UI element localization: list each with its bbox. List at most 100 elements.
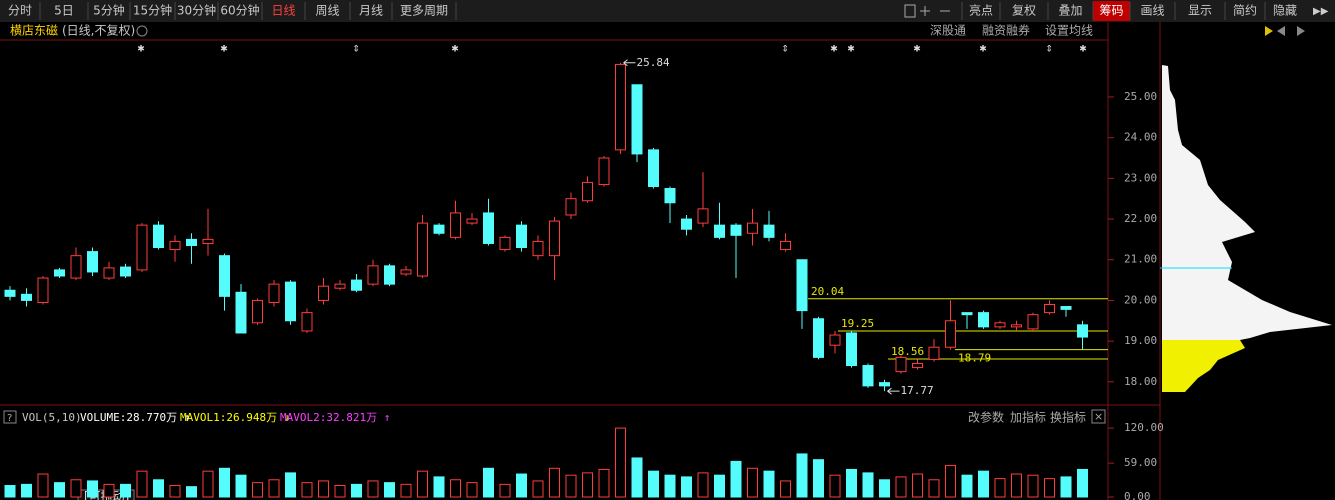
event-marker: ✱ bbox=[220, 45, 228, 55]
indicator-button[interactable]: 加指标 bbox=[1010, 410, 1046, 425]
event-marker: ✱ bbox=[830, 45, 838, 55]
volume-bar bbox=[829, 474, 841, 498]
toolbar-button[interactable]: 5分钟 bbox=[93, 3, 125, 18]
volume-bar bbox=[598, 468, 610, 498]
toolbar-button[interactable]: 15分钟 bbox=[133, 3, 172, 18]
candle-body bbox=[285, 281, 296, 322]
candle-body bbox=[664, 188, 676, 204]
indicator-button[interactable]: 改参数 bbox=[968, 410, 1004, 425]
event-marker: ⇕ bbox=[352, 45, 360, 55]
candle-body bbox=[681, 218, 692, 230]
level-label: 18.79 bbox=[958, 352, 991, 365]
candle-body bbox=[202, 238, 214, 244]
volume-bar bbox=[961, 474, 973, 498]
candle-body bbox=[4, 289, 16, 297]
toolbar-icon[interactable]: ▶▶ bbox=[1313, 6, 1329, 17]
candle-body bbox=[301, 312, 313, 332]
info-tag[interactable]: 设置均线 bbox=[1045, 24, 1093, 38]
candle-body bbox=[169, 240, 181, 251]
volume-bar bbox=[532, 480, 544, 498]
settings-icon[interactable] bbox=[136, 25, 148, 37]
candle-body bbox=[268, 283, 280, 303]
info-tag[interactable]: 深股通 bbox=[930, 24, 966, 38]
candle-body bbox=[582, 181, 593, 202]
toolbar-button[interactable]: 日线 bbox=[271, 4, 295, 18]
event-marker: ✱ bbox=[451, 45, 459, 55]
candle-body bbox=[87, 251, 98, 273]
volume-bar bbox=[796, 453, 808, 498]
volume-bar bbox=[928, 479, 940, 498]
toolbar-button[interactable]: 复权 bbox=[1012, 4, 1036, 18]
candle-body bbox=[37, 277, 49, 303]
candle-body bbox=[846, 332, 857, 367]
extreme-label: 25.84 bbox=[637, 56, 670, 69]
volume-bar bbox=[1077, 468, 1088, 498]
toolbar-button[interactable]: 月线 bbox=[359, 4, 383, 18]
mavol1-text: MAVOL1:26.948万 ↓ bbox=[180, 411, 290, 424]
candle-body bbox=[334, 283, 346, 289]
candle-body bbox=[565, 198, 577, 216]
chip-profile-low bbox=[1162, 340, 1245, 392]
candle-body bbox=[400, 269, 412, 275]
volume-bar bbox=[417, 470, 428, 498]
toolbar-button[interactable]: 分时 bbox=[8, 4, 32, 18]
indicator-button[interactable]: 换指标 bbox=[1050, 410, 1086, 425]
panel-icon[interactable] bbox=[1265, 26, 1273, 36]
volume-bar bbox=[681, 476, 692, 498]
candle-body bbox=[433, 224, 445, 234]
toolbar-button[interactable]: 显示 bbox=[1188, 4, 1212, 18]
candle-body bbox=[235, 291, 247, 334]
info-tag[interactable]: 融资融券 bbox=[982, 23, 1030, 38]
candle-body bbox=[763, 224, 775, 238]
toolbar-button[interactable]: 周线 bbox=[315, 4, 339, 18]
candle-body bbox=[730, 224, 742, 236]
toolbar-button[interactable]: 隐藏 bbox=[1273, 4, 1297, 18]
volume-bar bbox=[912, 473, 923, 498]
help-icon[interactable] bbox=[3, 410, 17, 424]
candle-body bbox=[153, 224, 164, 249]
panel-icon[interactable] bbox=[1297, 26, 1305, 36]
volume-bar bbox=[747, 467, 758, 498]
candle-body bbox=[318, 285, 329, 301]
toolbar-button[interactable]: 筹码 bbox=[1099, 4, 1123, 18]
volume-bar bbox=[318, 480, 329, 498]
candle-body bbox=[615, 63, 626, 151]
volume-bar bbox=[862, 472, 874, 498]
volume-bar bbox=[136, 470, 148, 498]
candle-body bbox=[499, 236, 511, 251]
y-tick-label: 19.00 bbox=[1124, 334, 1157, 347]
event-marker: ✱ bbox=[137, 45, 145, 55]
toolbar-button[interactable]: 画线 bbox=[1140, 4, 1164, 18]
panel-icon[interactable] bbox=[1277, 26, 1285, 36]
candle-body bbox=[367, 265, 379, 285]
candle-body bbox=[813, 318, 824, 358]
close-icon[interactable] bbox=[1091, 409, 1106, 424]
volume-bar bbox=[169, 485, 181, 498]
volume-bar bbox=[1044, 478, 1055, 498]
volume-bar bbox=[301, 482, 313, 498]
candle-body bbox=[945, 320, 956, 348]
candle-body bbox=[516, 224, 527, 249]
toolbar-button[interactable]: 简约 bbox=[1233, 3, 1257, 18]
toolbar-icon[interactable] bbox=[904, 4, 950, 18]
event-marker: ✱ bbox=[979, 45, 987, 55]
candle-body bbox=[252, 299, 263, 324]
extreme-label: 17.77 bbox=[901, 384, 934, 397]
candle-body bbox=[631, 84, 643, 155]
toolbar-button[interactable]: 60分钟 bbox=[220, 3, 259, 18]
toolbar-button[interactable]: 30分钟 bbox=[177, 3, 216, 18]
volume-bar bbox=[483, 467, 494, 498]
toolbar-button[interactable]: 更多周期 bbox=[400, 4, 448, 18]
toolbar-button[interactable]: 叠加 bbox=[1058, 4, 1082, 18]
toolbar-button[interactable]: 亮点 bbox=[969, 3, 993, 18]
candle-body bbox=[384, 265, 395, 285]
candle-body bbox=[747, 222, 758, 234]
toolbar-button[interactable]: 5日 bbox=[54, 4, 74, 18]
volume-bar bbox=[466, 482, 478, 498]
chip-profile bbox=[1162, 65, 1332, 340]
candle-body bbox=[912, 362, 923, 369]
volume-bar bbox=[631, 457, 643, 498]
level-label: 19.25 bbox=[841, 317, 874, 330]
candle-body bbox=[136, 224, 148, 271]
